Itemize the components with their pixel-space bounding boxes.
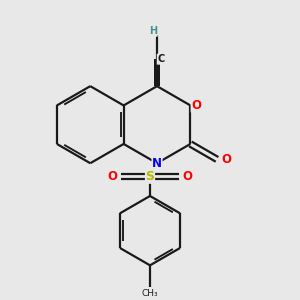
Text: S: S — [146, 170, 154, 183]
Text: H: H — [149, 26, 157, 36]
Text: O: O — [222, 153, 232, 166]
Text: O: O — [107, 170, 117, 183]
Text: N: N — [152, 157, 162, 170]
Text: C: C — [157, 54, 164, 64]
Text: O: O — [191, 99, 201, 112]
Text: O: O — [183, 170, 193, 183]
Text: CH₃: CH₃ — [142, 290, 158, 298]
